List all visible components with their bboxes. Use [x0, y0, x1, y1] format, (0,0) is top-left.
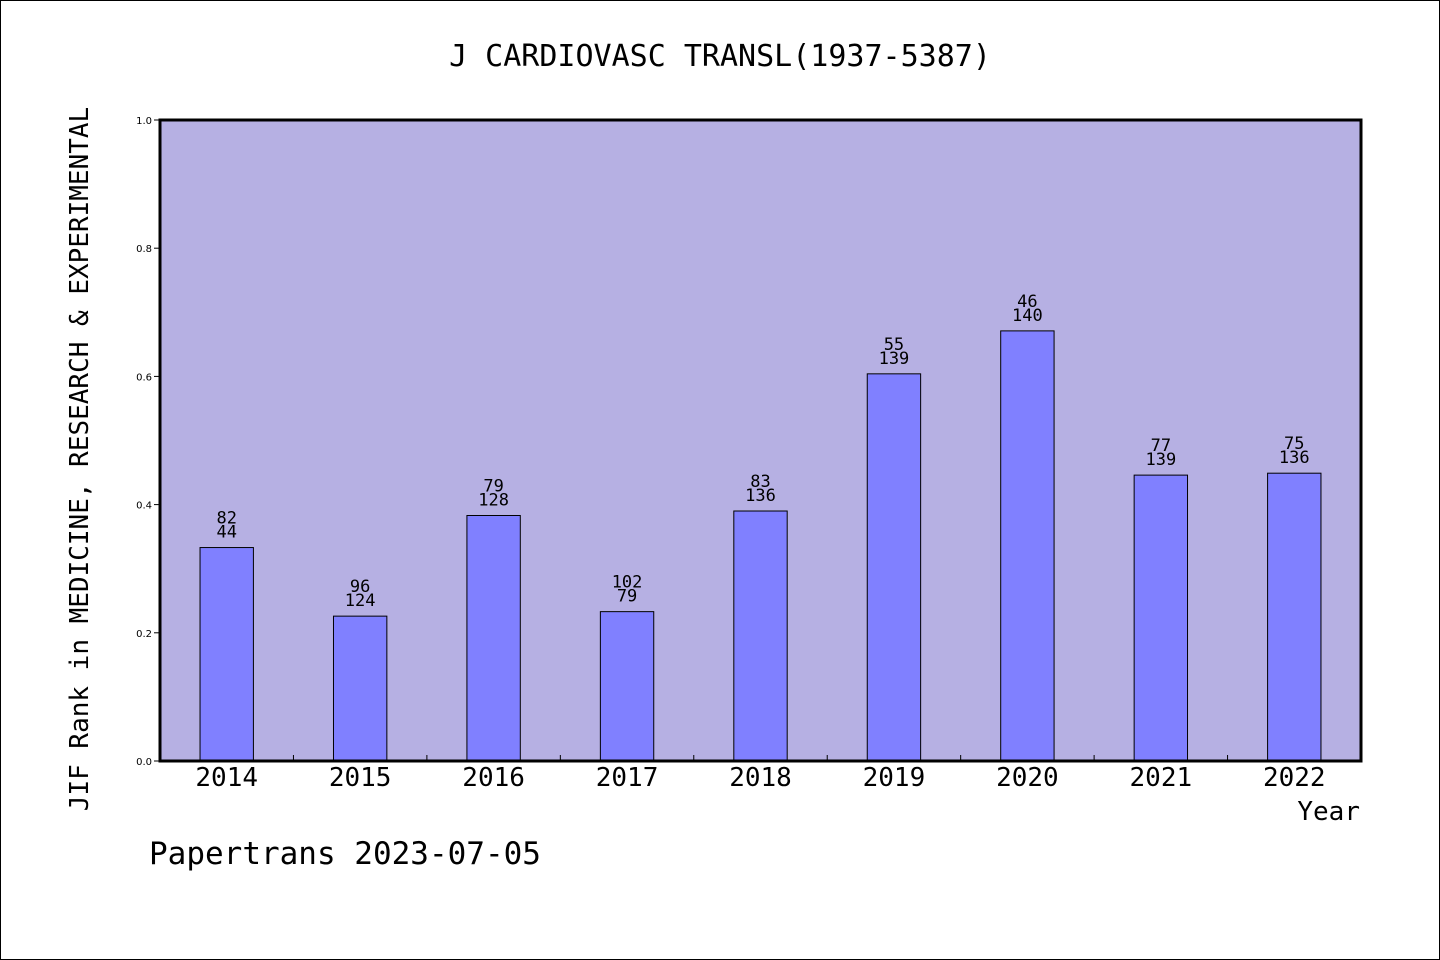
y-tick-label: 1.0	[136, 116, 152, 127]
bar-rank-label: 79	[483, 476, 503, 496]
bar-rank-label: 75	[1284, 434, 1304, 454]
x-axis-ticks: 2014 2015 2016 2017 2018 2019 2020 2021 2022	[195, 755, 1326, 793]
bar-rank-label: 55	[884, 335, 904, 355]
y-tick-label: 0.0	[136, 757, 152, 768]
bar-total-label: 128	[478, 490, 509, 510]
bar-rank-label: 83	[750, 472, 770, 492]
bar-total-label: 44	[216, 523, 236, 543]
bar-rank-label: 102	[612, 573, 643, 593]
x-tick-label: 2021	[1130, 763, 1193, 793]
x-tick-label: 2014	[195, 763, 258, 793]
bar-2014	[199, 547, 254, 762]
bars-group: 8244961247912810279831365513946140771397…	[199, 292, 1322, 762]
bar-total-label: 139	[879, 349, 910, 369]
x-tick-label: 2016	[462, 763, 525, 793]
footer-credit: Papertrans 2023-07-05	[149, 836, 541, 872]
bar-rank-label: 77	[1151, 436, 1171, 456]
bar-2021	[1133, 474, 1189, 762]
y-axis-label: JIF Rank in MEDICINE, RESEARCH & EXPERIM…	[65, 107, 95, 811]
y-tick-label: 0.4	[136, 501, 152, 512]
x-axis-label: Year	[1297, 797, 1360, 827]
bar-rank-label: 82	[216, 509, 236, 529]
x-tick-label: 2017	[596, 763, 659, 793]
bar-total-label: 136	[1279, 448, 1310, 468]
bar-2016	[466, 514, 521, 762]
y-tick-label: 0.2	[136, 629, 152, 640]
x-tick-label: 2022	[1263, 763, 1326, 793]
y-axis-ticks: 0.0 0.2 0.4 0.6 0.8 1.0	[136, 116, 160, 768]
bar-total-label: 136	[745, 486, 776, 506]
bar-total-label: 79	[617, 587, 637, 607]
bar-2017	[599, 611, 655, 762]
x-tick-label: 2020	[996, 763, 1059, 793]
bar-rank-label: 96	[350, 577, 370, 597]
y-tick-label: 0.8	[136, 244, 152, 255]
plot-border	[158, 118, 1363, 763]
y-tick-label: 0.6	[136, 372, 152, 383]
bar-total-label: 124	[345, 591, 376, 611]
bar-rank-label: 46	[1017, 292, 1037, 312]
bar-total-label: 140	[1012, 306, 1043, 326]
bar-2018	[733, 510, 788, 762]
bar-2020	[1000, 330, 1055, 762]
chart-title: J CARDIOVASC TRANSL(1937-5387)	[449, 39, 991, 74]
bar-2015	[332, 615, 388, 762]
bar-2022	[1267, 472, 1322, 762]
x-tick-label: 2019	[863, 763, 926, 793]
x-tick-label: 2018	[729, 763, 792, 793]
bar-2019	[866, 373, 922, 762]
bar-total-label: 139	[1145, 450, 1176, 470]
x-tick-label: 2015	[329, 763, 392, 793]
